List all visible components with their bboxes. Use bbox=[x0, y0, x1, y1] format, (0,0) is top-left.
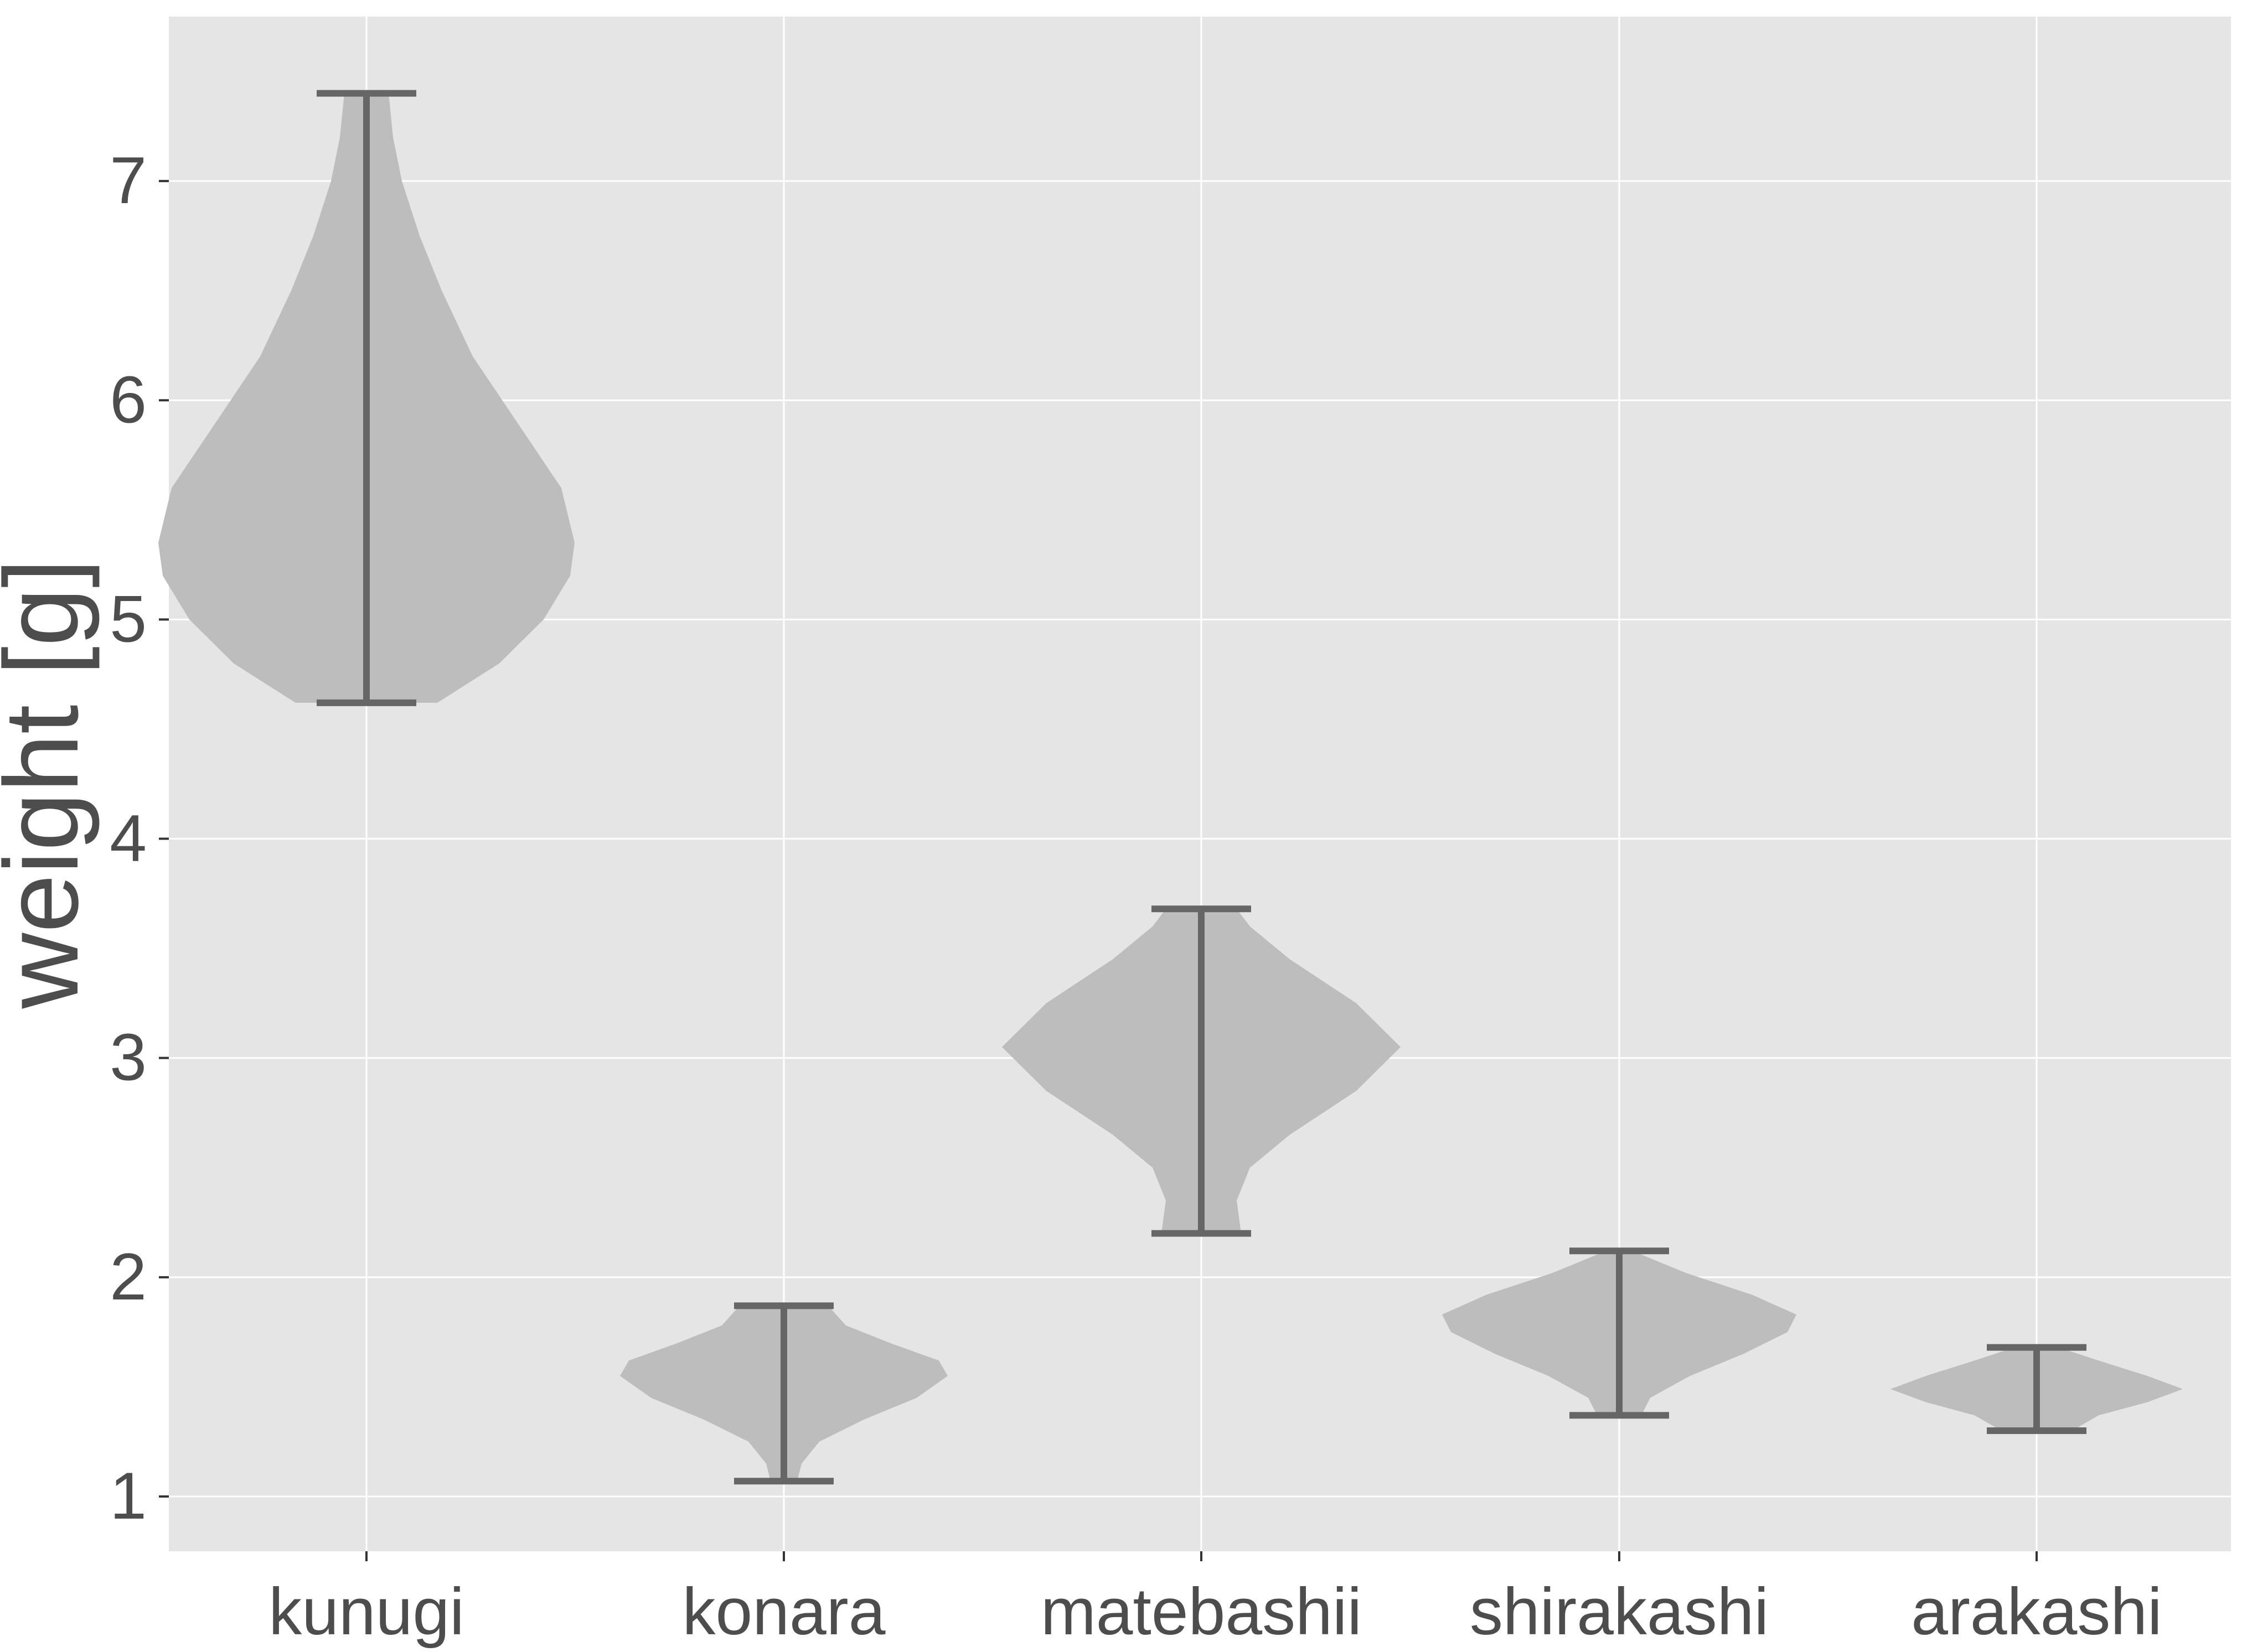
y-tick-label: 4 bbox=[110, 801, 147, 876]
axes: 1 2 3 4 5 6 7 kunugi konara matebashii shirakashi a… bbox=[110, 143, 2162, 1649]
y-tick-label: 6 bbox=[110, 362, 147, 437]
y-tick-label: 7 bbox=[110, 143, 147, 217]
y-tick-label: 3 bbox=[110, 1021, 147, 1095]
grid-lines bbox=[169, 17, 2231, 1551]
y-tick-label: 2 bbox=[110, 1240, 147, 1314]
x-tick-label: konara bbox=[683, 1575, 886, 1649]
y-tick-label: 1 bbox=[110, 1459, 147, 1533]
plot-panel bbox=[169, 17, 2231, 1551]
violins bbox=[158, 90, 2183, 1485]
x-tick-label: shirakashi bbox=[1470, 1575, 1769, 1649]
y-axis-title: weight [g] bbox=[0, 558, 100, 1009]
x-tick-label: arakashi bbox=[1911, 1575, 2162, 1649]
x-tick-label: matebashii bbox=[1041, 1575, 1362, 1649]
y-tick-label: 5 bbox=[110, 582, 147, 656]
x-tick-label: kunugi bbox=[268, 1575, 464, 1649]
